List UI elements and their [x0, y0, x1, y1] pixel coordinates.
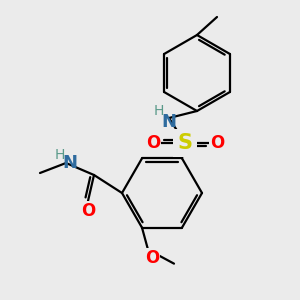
Text: S: S: [178, 133, 193, 153]
Text: H: H: [154, 104, 164, 118]
Text: H: H: [55, 148, 65, 162]
Text: O: O: [146, 134, 160, 152]
Text: N: N: [62, 154, 77, 172]
Text: O: O: [210, 134, 224, 152]
Text: O: O: [81, 202, 95, 220]
Text: O: O: [145, 249, 159, 267]
Text: N: N: [161, 113, 176, 131]
